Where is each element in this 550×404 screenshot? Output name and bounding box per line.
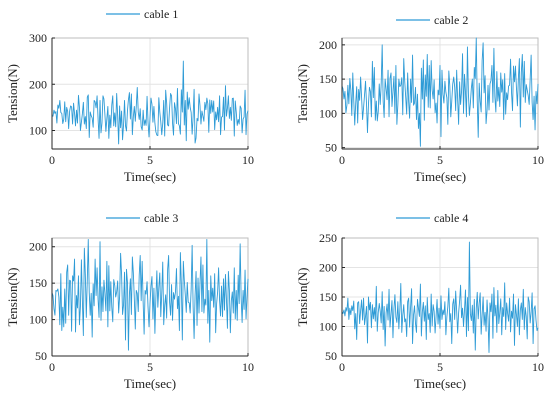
- x-tick-label: 0: [339, 153, 345, 167]
- legend-label: cable 4: [434, 211, 468, 225]
- y-tick-label: 100: [29, 313, 47, 327]
- x-tick-label: 5: [437, 360, 443, 374]
- y-tick-label: 50: [35, 349, 47, 363]
- y-axis-label: Tension(N): [295, 64, 310, 123]
- x-tick-label: 0: [49, 360, 55, 374]
- series-line-1: [341, 241, 539, 353]
- y-tick-label: 50: [325, 141, 337, 155]
- x-axis-label: Time(sec): [124, 376, 176, 391]
- y-tick-label: 300: [29, 31, 47, 45]
- legend: cable 3: [106, 211, 178, 225]
- x-tick-label: 10: [532, 360, 544, 374]
- legend-label: cable 2: [434, 13, 468, 27]
- x-tick-label: 5: [147, 360, 153, 374]
- y-axis-label: Tension(N): [5, 64, 20, 123]
- x-tick-label: 0: [49, 153, 55, 167]
- y-tick-label: 150: [319, 72, 337, 86]
- legend-label: cable 3: [144, 211, 178, 225]
- y-axis-label: Tension(N): [295, 267, 310, 326]
- y-tick-label: 100: [29, 124, 47, 138]
- x-tick-label: 10: [242, 360, 254, 374]
- y-tick-label: 200: [29, 240, 47, 254]
- y-tick-label: 200: [319, 38, 337, 52]
- legend: cable 1: [106, 7, 178, 21]
- x-tick-label: 0: [339, 360, 345, 374]
- y-tick-label: 150: [319, 290, 337, 304]
- y-tick-label: 200: [29, 77, 47, 91]
- x-axis-label: Time(sec): [124, 169, 176, 184]
- legend: cable 2: [396, 13, 468, 27]
- x-axis-label: Time(sec): [414, 169, 466, 184]
- y-tick-label: 100: [319, 106, 337, 120]
- x-tick-label: 10: [532, 153, 544, 167]
- series-line-1: [341, 37, 539, 147]
- chart-panel-1: cable 1 0 5 10 100 200 300 Time(sec) Tension(N): [5, 7, 254, 184]
- y-tick-label: 150: [29, 276, 47, 290]
- y-axis-label: Tension(N): [5, 267, 20, 326]
- y-tick-label: 200: [319, 261, 337, 275]
- chart-panel-4: cable 4 0 5 10 50 100 150 200 250 Time(sec) Tensio…: [295, 211, 544, 391]
- x-axis-label: Time(sec): [414, 376, 466, 391]
- legend: cable 4: [396, 211, 468, 225]
- y-tick-label: 250: [319, 231, 337, 245]
- x-tick-label: 5: [147, 153, 153, 167]
- chart-panel-2: cable 2 0 5 10 50 100 150 200 Time(sec) Tension(N…: [295, 13, 544, 184]
- series-line-1: [51, 239, 249, 351]
- y-tick-label: 50: [325, 349, 337, 363]
- x-tick-label: 10: [242, 153, 254, 167]
- y-tick-label: 100: [319, 320, 337, 334]
- x-tick-label: 5: [437, 153, 443, 167]
- chart-panel-3: cable 3 0 5 10 50 100 150 200 Time(sec) Tension(N…: [5, 211, 254, 391]
- legend-label: cable 1: [144, 7, 178, 21]
- series-line-1: [51, 60, 249, 145]
